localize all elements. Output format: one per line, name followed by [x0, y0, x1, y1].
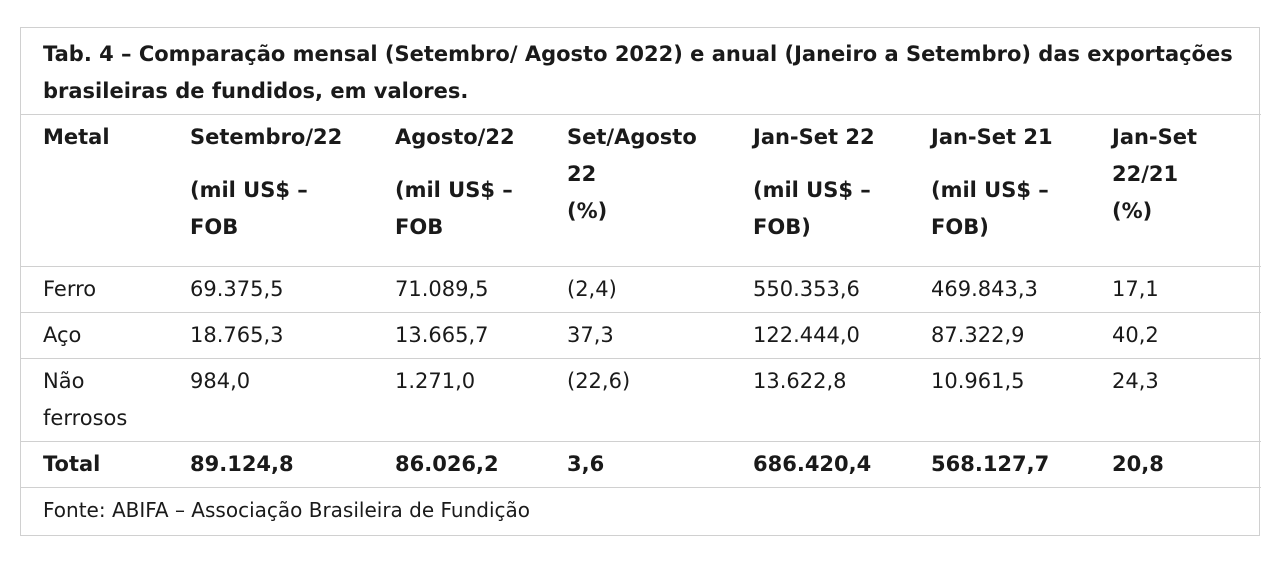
table-row: Não ferrosos 984,0 1.271,0 (22,6) 13.622… [21, 358, 1262, 442]
metal-cell: Não ferrosos [21, 358, 190, 442]
value-cell: 17,1 [1112, 266, 1262, 313]
value-cell: 24,3 [1112, 358, 1262, 442]
total-value-cell: 89.124,8 [190, 441, 395, 488]
exports-table-container: Tab. 4 – Comparação mensal (Setembro/ Ag… [20, 27, 1262, 536]
total-row: Total 89.124,8 86.026,2 3,6 686.420,4 56… [21, 441, 1262, 488]
header-spacer [753, 156, 931, 172]
table-row: Aço 18.765,3 13.665,7 37,3 122.444,0 87.… [21, 312, 1262, 359]
header-line: Set/Agosto [567, 125, 697, 149]
total-value-cell: 568.127,7 [931, 441, 1112, 488]
table-row: Ferro 69.375,5 71.089,5 (2,4) 550.353,6 … [21, 266, 1262, 313]
header-line: Jan-Set 22 [753, 125, 875, 149]
source-row: Fonte: ABIFA – Associação Brasileira de … [21, 488, 1261, 536]
value-cell: 10.961,5 [931, 358, 1112, 442]
header-spacer [395, 156, 567, 172]
header-spacer [190, 156, 395, 172]
total-value-cell: 86.026,2 [395, 441, 567, 488]
header-line: (%) [1112, 199, 1153, 223]
header-line: (mil US$ – [931, 178, 1049, 202]
metal-cell: Ferro [21, 266, 190, 313]
metal-label: Aço [43, 323, 82, 347]
value-cell: 1.271,0 [395, 358, 567, 442]
header-line: (mil US$ – [395, 178, 513, 202]
value-cell: 71.089,5 [395, 266, 567, 313]
header-line: FOB) [753, 215, 811, 239]
caption-line-1: Tab. 4 – Comparação mensal (Setembro/ Ag… [43, 42, 1233, 66]
total-value-cell: 686.420,4 [753, 441, 931, 488]
value-cell: (2,4) [567, 266, 753, 313]
header-line: Jan-Set 21 [931, 125, 1053, 149]
header-line: FOB) [931, 215, 989, 239]
caption-line-2: brasileiras de fundidos, em valores. [43, 79, 469, 103]
value-cell: 18.765,3 [190, 312, 395, 359]
source-note: Fonte: ABIFA – Associação Brasileira de … [43, 498, 531, 522]
header-jan-set-21: Jan-Set 21 (mil US$ – FOB) [931, 114, 1112, 267]
value-cell: 984,0 [190, 358, 395, 442]
value-cell: 550.353,6 [753, 266, 931, 313]
value-cell: 37,3 [567, 312, 753, 359]
value-cell: 69.375,5 [190, 266, 395, 313]
metal-label: Não [43, 369, 85, 393]
header-line: 22/21 [1112, 162, 1179, 186]
header-row: Metal Setembro/22 (mil US$ – FOB Agosto/… [21, 114, 1262, 267]
header-line: Jan-Set [1112, 125, 1198, 149]
header-line: (mil US$ – [753, 178, 871, 202]
value-cell: 469.843,3 [931, 266, 1112, 313]
header-line: (mil US$ – [190, 178, 308, 202]
value-cell: 87.322,9 [931, 312, 1112, 359]
header-setembro-22: Setembro/22 (mil US$ – FOB [190, 114, 395, 267]
caption-row: Tab. 4 – Comparação mensal (Setembro/ Ag… [21, 28, 1262, 115]
header-line: FOB [190, 215, 239, 239]
header-line: Metal [43, 125, 110, 149]
metal-label: ferrosos [43, 406, 128, 430]
total-label: Total [21, 441, 190, 488]
metal-cell: Aço [21, 312, 190, 359]
header-line: FOB [395, 215, 444, 239]
header-set-agosto-pct: Set/Agosto 22 (%) [567, 114, 753, 267]
header-agosto-22: Agosto/22 (mil US$ – FOB [395, 114, 567, 267]
table-caption: Tab. 4 – Comparação mensal (Setembro/ Ag… [21, 28, 1262, 115]
value-cell: 40,2 [1112, 312, 1262, 359]
value-cell: 13.622,8 [753, 358, 931, 442]
value-cell: 122.444,0 [753, 312, 931, 359]
metal-label: Ferro [43, 277, 97, 301]
header-line: (%) [567, 199, 608, 223]
total-value-cell: 20,8 [1112, 441, 1262, 488]
header-line: 22 [567, 162, 597, 186]
header-jan-set-22-21-pct: Jan-Set 22/21 (%) [1112, 114, 1262, 267]
header-metal: Metal [21, 114, 190, 267]
exports-table: Tab. 4 – Comparação mensal (Setembro/ Ag… [21, 28, 1262, 536]
header-jan-set-22: Jan-Set 22 (mil US$ – FOB) [753, 114, 931, 267]
value-cell: (22,6) [567, 358, 753, 442]
header-line: Setembro/22 [190, 125, 343, 149]
header-spacer [931, 156, 1112, 172]
header-line: Agosto/22 [395, 125, 515, 149]
value-cell: 13.665,7 [395, 312, 567, 359]
total-value-cell: 3,6 [567, 441, 753, 488]
